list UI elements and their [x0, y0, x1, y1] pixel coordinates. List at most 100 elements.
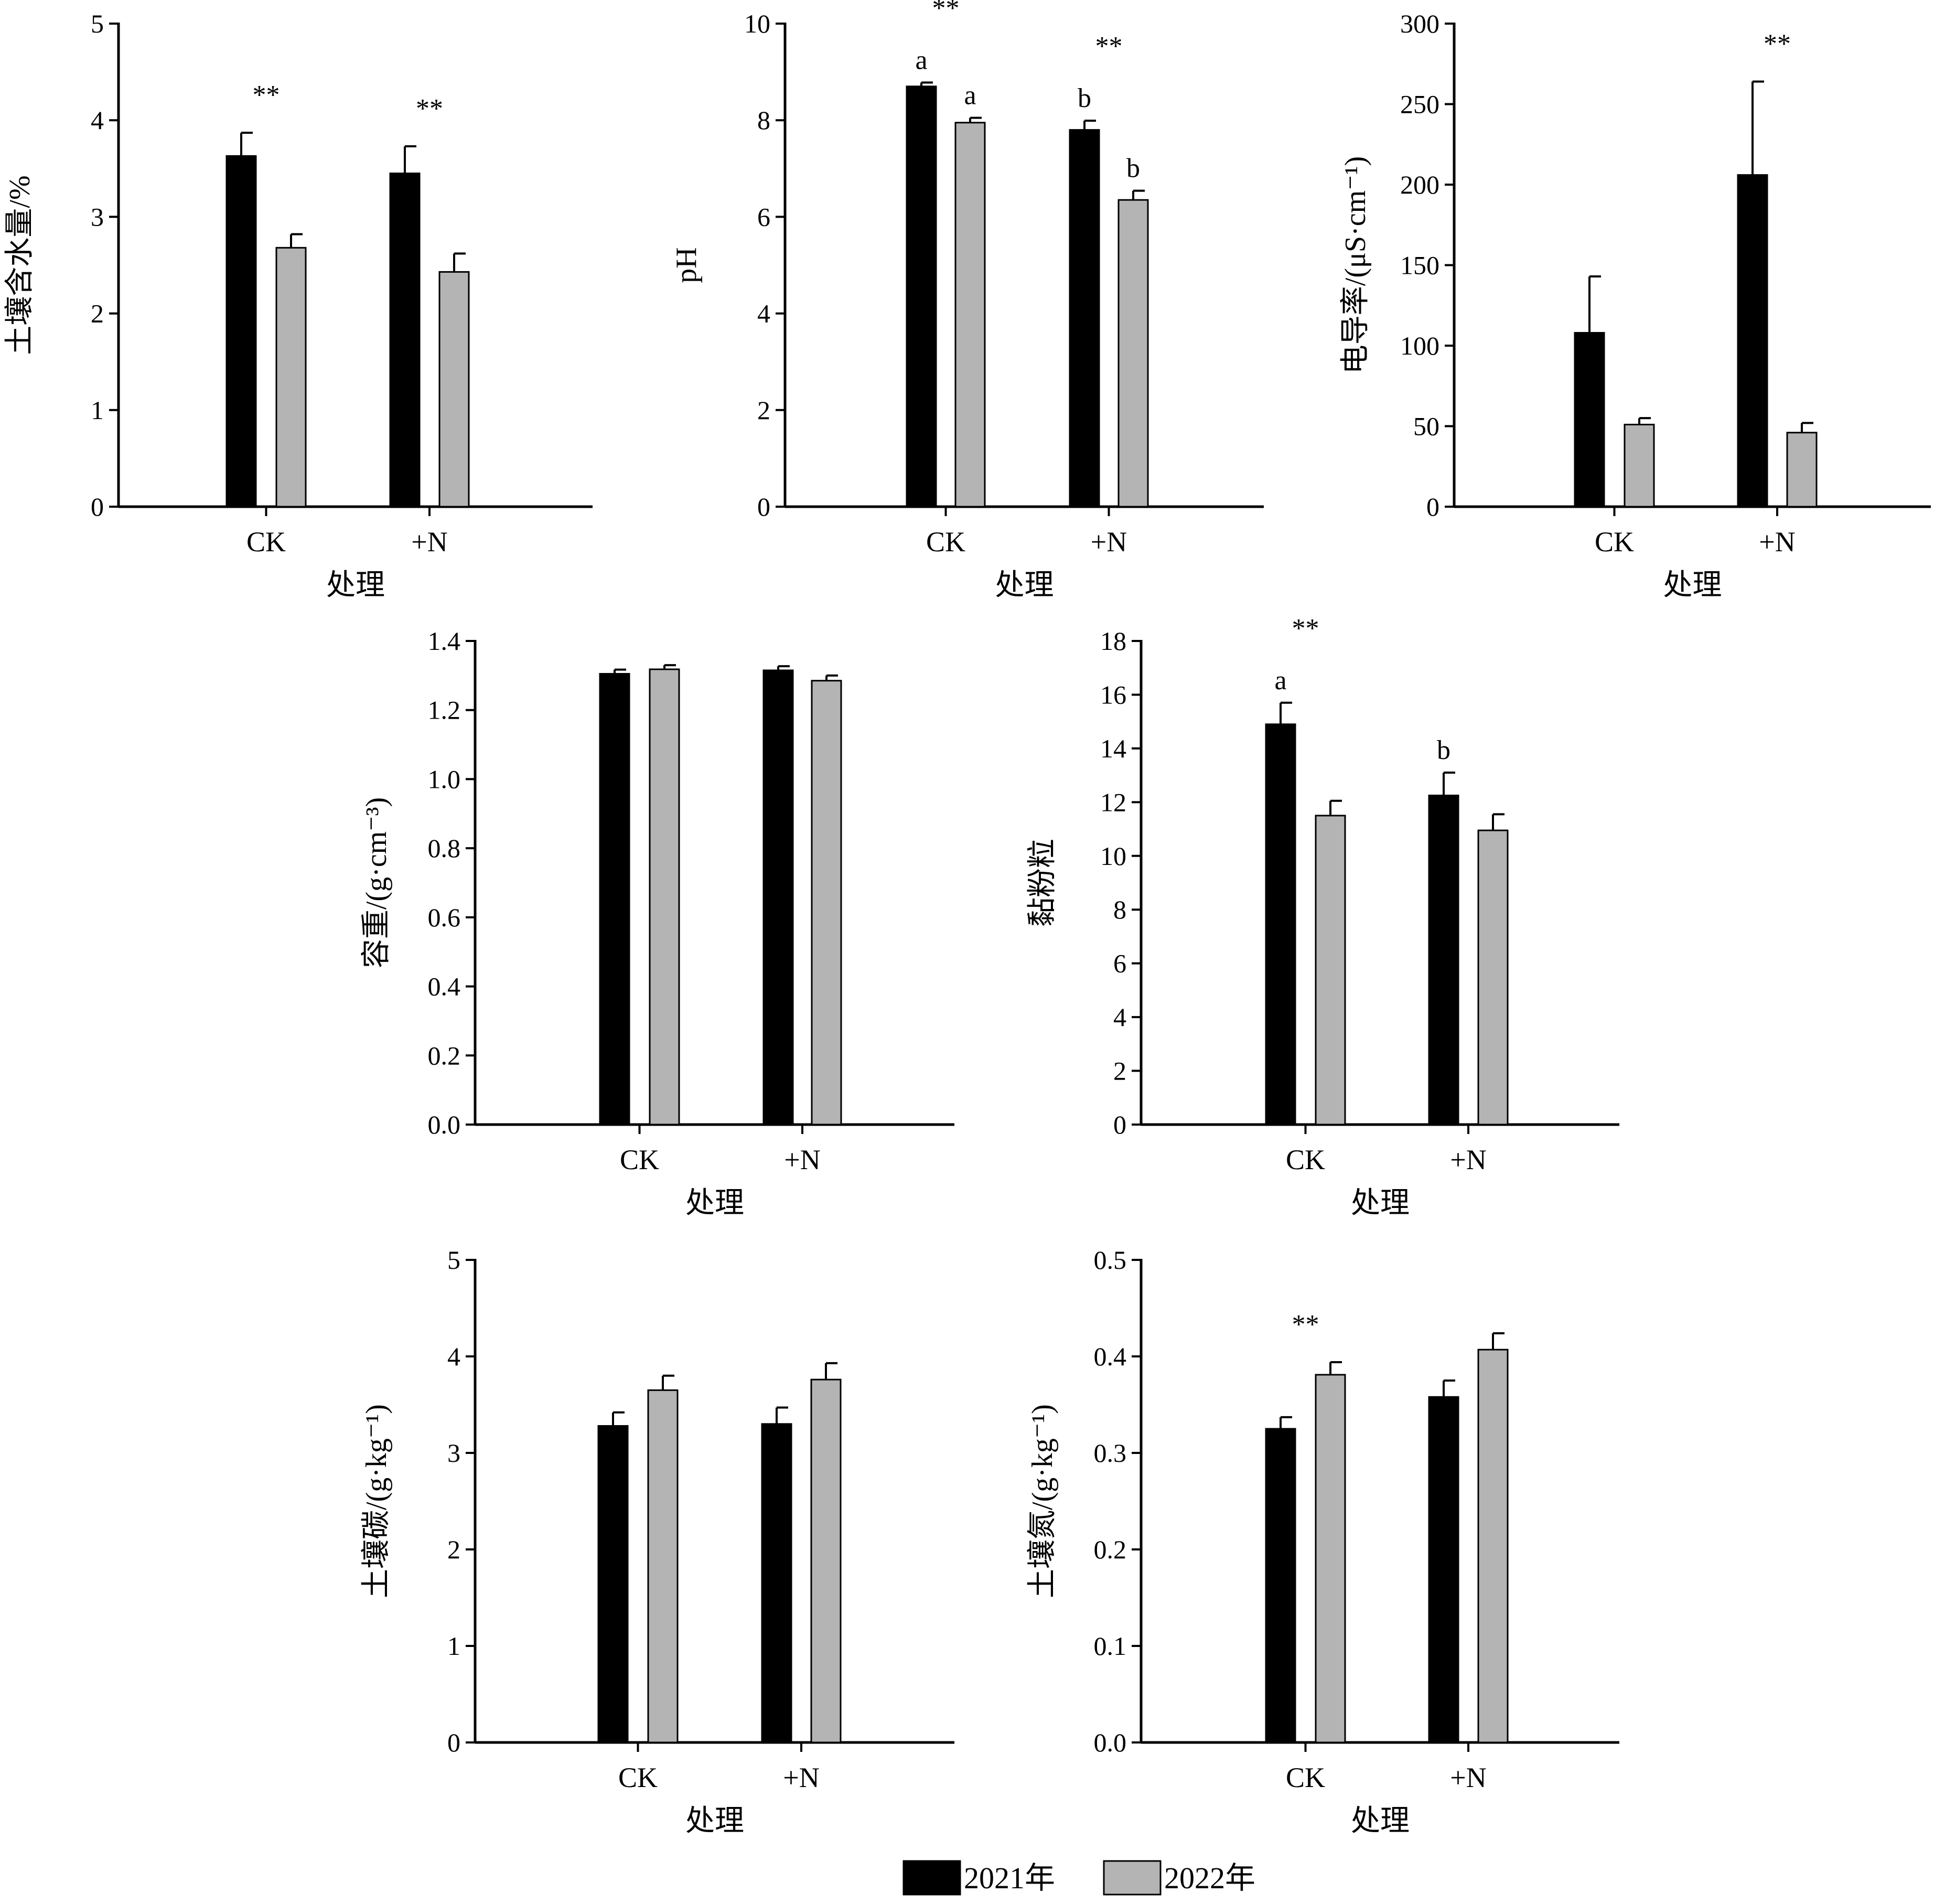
bar-2021年-+N — [761, 1423, 792, 1743]
chart-panel-4: 0.0 0.2 0.4 0.6 0.8 1.0 1.2 1.4 CK +N 处理 容重/(g·cm⁻³… — [360, 626, 954, 1220]
bar-2022年-CK — [1315, 815, 1346, 1126]
y-tick-label: 0.0 — [428, 1110, 461, 1139]
y-tick-label: 200 — [1400, 170, 1439, 199]
significance-letter: b — [1078, 83, 1091, 113]
legend-label-2021: 2021年 — [964, 1861, 1055, 1895]
y-tick-label: 0.2 — [1094, 1535, 1127, 1564]
y-tick-label: 8 — [1113, 895, 1126, 924]
x-category-label: CK — [1595, 526, 1634, 558]
y-tick-label: 4 — [91, 105, 104, 135]
y-tick-label: 50 — [1413, 412, 1439, 441]
y-tick-label: 6 — [1113, 949, 1126, 978]
x-category-label: +N — [783, 1762, 819, 1793]
chart-panel-7: 0.0 0.1 0.2 0.3 0.4 0.5 CK +N 处理 土壤氮/(g·kg⁻¹) ** — [1026, 1245, 1619, 1837]
significance-letter: a — [964, 81, 976, 111]
legend-swatch-2021 — [902, 1860, 961, 1896]
bar-2021年-CK — [225, 155, 257, 508]
x-axis-label: 处理 — [685, 1805, 744, 1837]
bar-2021年-+N — [762, 669, 794, 1126]
x-category-label: CK — [1286, 1144, 1325, 1175]
bar-2022年-CK — [649, 668, 680, 1126]
bar-2022年-+N — [810, 1378, 842, 1743]
y-tick-label: 1.2 — [428, 696, 461, 725]
y-tick-label: 4 — [447, 1342, 460, 1371]
y-tick-label: 0.0 — [1094, 1728, 1127, 1757]
chart-panel-5: 0 2 4 6 8 10 12 14 16 18 CK +N 处理 黏粉粒 a b ** — [1026, 614, 1619, 1220]
y-tick-label: 10 — [744, 9, 770, 38]
x-category-label: +N — [1091, 526, 1127, 558]
y-tick-label: 0.3 — [1094, 1438, 1127, 1468]
y-tick-label: 8 — [757, 105, 770, 135]
x-category-label: +N — [1450, 1762, 1486, 1793]
significance-stars: ** — [932, 0, 960, 23]
y-tick-label: 12 — [1100, 787, 1126, 817]
bar-2022年-CK — [275, 247, 307, 508]
bar-2021年-CK — [906, 85, 937, 508]
y-tick-label: 100 — [1400, 331, 1439, 360]
bar-2021年-+N — [1428, 795, 1459, 1126]
bar-2022年-+N — [1117, 199, 1149, 508]
y-tick-label: 1.0 — [428, 764, 461, 794]
legend-swatch-2022 — [1103, 1860, 1162, 1896]
y-tick-label: 18 — [1100, 626, 1126, 656]
bar-2022年-+N — [1477, 1349, 1509, 1743]
y-tick-label: 0 — [91, 492, 104, 521]
x-category-label: +N — [784, 1144, 820, 1175]
y-tick-label: 3 — [447, 1438, 460, 1468]
y-tick-label: 1.4 — [428, 626, 461, 656]
significance-stars: ** — [1095, 31, 1123, 61]
bar-2021年-CK — [1574, 331, 1605, 508]
significance-stars: ** — [416, 94, 443, 124]
y-axis-label: 土壤氮/(g·kg⁻¹) — [1026, 1404, 1059, 1598]
bar-2022年-CK — [954, 122, 986, 508]
y-tick-label: 4 — [1113, 1002, 1126, 1032]
y-tick-label: 1 — [447, 1631, 460, 1661]
x-axis-label: 处理 — [1351, 1805, 1410, 1837]
y-tick-label: 3 — [91, 202, 104, 231]
y-tick-label: 2 — [1113, 1056, 1126, 1086]
y-tick-label: 2 — [91, 299, 104, 328]
y-tick-label: 0.4 — [1094, 1342, 1127, 1371]
legend: 2021年 2022年 — [902, 1860, 1255, 1896]
y-tick-label: 0.1 — [1094, 1631, 1127, 1661]
bar-2021年-CK — [1265, 1428, 1296, 1743]
significance-stars: ** — [253, 80, 280, 110]
y-axis-label: 电导率/(μS·cm⁻¹) — [1339, 156, 1372, 374]
x-category-label: CK — [620, 1144, 659, 1175]
chart-panel-6: 0 1 2 3 4 5 CK +N 处理 土壤碳/(g·kg⁻¹) — [360, 1245, 954, 1837]
y-tick-label: 5 — [91, 9, 104, 38]
y-tick-label: 0.6 — [428, 903, 461, 932]
bar-2021年-+N — [389, 173, 421, 508]
bar-2022年-CK — [1315, 1374, 1346, 1743]
bar-2022年-+N — [811, 680, 842, 1126]
x-axis-label: 处理 — [1663, 569, 1722, 602]
x-category-label: +N — [1450, 1144, 1486, 1175]
significance-letter: b — [1126, 154, 1140, 184]
bar-2022年-CK — [647, 1389, 679, 1743]
chart-panel-3: 0 50 100 150 200 250 300 CK +N 处理 电导率/(μS·cm⁻¹) ** — [1339, 9, 1931, 602]
significance-letter: b — [1437, 735, 1450, 765]
y-tick-label: 16 — [1100, 680, 1126, 709]
y-tick-label: 150 — [1400, 251, 1439, 280]
significance-letter: a — [915, 45, 927, 75]
y-tick-label: 5 — [447, 1245, 460, 1275]
x-category-label: CK — [246, 526, 286, 558]
y-tick-label: 300 — [1400, 9, 1439, 38]
chart-panel-1: 0 1 2 3 4 5 CK +N 处理 土壤含水量/% ** ** — [4, 9, 593, 602]
x-category-label: CK — [1286, 1762, 1325, 1793]
x-category-label: CK — [618, 1762, 658, 1793]
y-tick-label: 0.5 — [1094, 1245, 1127, 1275]
bar-2021年-CK — [1265, 723, 1296, 1126]
y-tick-label: 0.8 — [428, 833, 461, 863]
y-tick-label: 0.2 — [428, 1041, 461, 1070]
x-axis-label: 处理 — [995, 569, 1054, 602]
bar-2021年-CK — [597, 1425, 629, 1743]
x-category-label: CK — [926, 526, 965, 558]
significance-stars: ** — [1764, 29, 1791, 59]
x-category-label: +N — [411, 526, 447, 558]
x-axis-label: 处理 — [326, 569, 385, 602]
x-axis-label: 处理 — [685, 1187, 744, 1220]
y-tick-label: 1 — [91, 395, 104, 425]
